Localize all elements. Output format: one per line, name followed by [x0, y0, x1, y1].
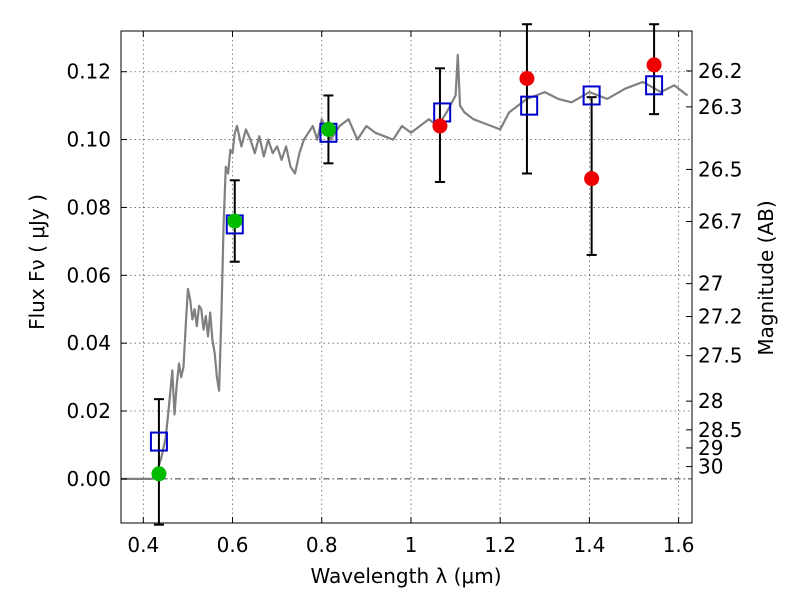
green-point: [320, 121, 336, 137]
magnitude-axis-label: Magnitude (AB): [754, 200, 778, 355]
green-point: [227, 213, 243, 229]
grid-lines: [121, 31, 692, 523]
model-spectrum-line: [121, 53, 689, 480]
magnitude-tick-label: 26.2: [698, 59, 743, 83]
red-point: [519, 71, 535, 87]
x-tick-labels: 0.4 0.6 0.8 1 1.2 1.4 1.6: [127, 533, 694, 557]
magnitude-tick-label: 26.3: [698, 95, 743, 119]
x-tick-label: 1.4: [573, 533, 605, 557]
y-tick-label: 0.06: [66, 263, 111, 287]
x-tick-label: 0.4: [127, 533, 159, 557]
model-square: [149, 431, 168, 452]
plot-frame: [120, 30, 693, 524]
model-square: [645, 75, 664, 96]
magnitude-tick-label: 28: [698, 389, 723, 413]
y-tick-label: 0.12: [66, 60, 111, 84]
magnitude-tick-label: 27: [698, 272, 723, 296]
x-tick-label: 1: [405, 533, 418, 557]
x-axis-label: Wavelength λ (μm): [310, 564, 501, 588]
green-point: [151, 466, 167, 482]
y-tick-label: 0.04: [66, 331, 111, 355]
model-square: [520, 95, 539, 116]
x-tick-label: 1.6: [663, 533, 695, 557]
red-point: [584, 171, 600, 187]
magnitude-tick-label: 26.5: [698, 157, 743, 181]
y-axis-label: Flux Fν ( μJy ): [25, 194, 49, 330]
magnitude-tick-label: 30: [698, 455, 723, 479]
x-tick-label: 0.6: [217, 533, 249, 557]
model-square: [582, 85, 601, 106]
model-photometry-squares: [149, 75, 664, 452]
observed-photometry-points: [151, 57, 662, 482]
red-point: [646, 57, 662, 73]
magnitude-tick-label: 26.7: [698, 209, 743, 233]
axis-ticks: [121, 31, 692, 523]
y-tick-labels: 0.00 0.02 0.04 0.06 0.08 0.10 0.12: [66, 60, 111, 491]
y-tick-label: 0.10: [66, 128, 111, 152]
y-tick-label: 0.02: [66, 399, 111, 423]
y-tick-label: 0.00: [66, 467, 111, 491]
y-tick-label: 0.08: [66, 195, 111, 219]
magnitude-tick-label: 27.2: [698, 304, 743, 328]
x-tick-label: 0.8: [306, 533, 338, 557]
red-point: [432, 118, 448, 134]
magnitude-tick-label: 27.5: [698, 344, 743, 368]
magnitude-tick-label: 29: [698, 436, 723, 460]
x-tick-label: 1.2: [484, 533, 516, 557]
magnitude-tick-label: 28.5: [698, 418, 743, 442]
